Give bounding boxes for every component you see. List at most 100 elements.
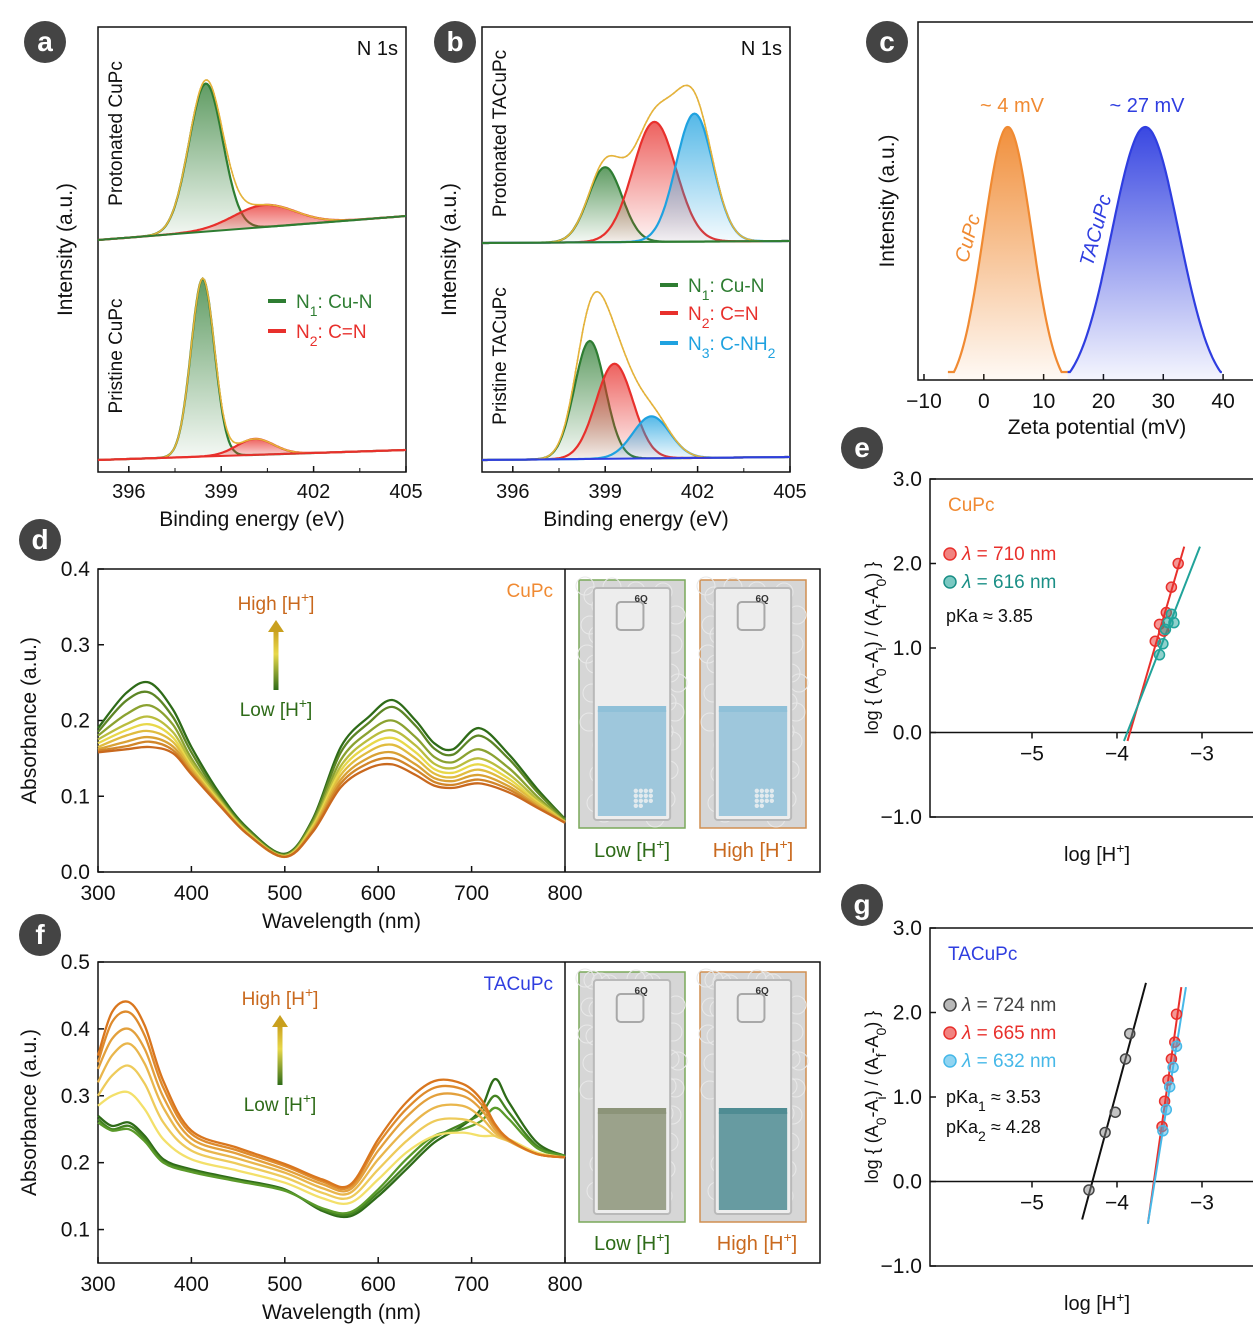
absorbance-curve: [97, 680, 566, 855]
absorbance-curve: [96, 1027, 566, 1193]
baseline: [97, 449, 407, 461]
x-tick-label: −4: [1105, 1192, 1129, 1215]
x-axis-label: log [H+]: [1064, 840, 1130, 866]
absorbance-curve: [97, 740, 566, 859]
x-tick-label: 600: [361, 1273, 396, 1296]
data-point: [1157, 638, 1169, 650]
spectrum-label: N 1s: [357, 38, 398, 60]
panel-label: c: [879, 26, 895, 57]
baseline: [97, 215, 407, 241]
x-axis-label: Wavelength (nm): [262, 910, 421, 933]
x-tick-label: 300: [80, 1273, 115, 1296]
legend-n3: N3: C-NH2: [688, 334, 776, 361]
cuvette-mark: 6Q: [634, 594, 648, 605]
foam-texture: [575, 968, 595, 988]
bubble: [633, 798, 639, 803]
absorbance-curve: [97, 735, 566, 859]
cuvette-cap-detail: [736, 601, 766, 631]
y-tick-label: 0.3: [61, 634, 90, 657]
x-tick-label: 500: [267, 882, 302, 905]
panel-label: e: [854, 432, 870, 463]
panel-label-badge: [841, 427, 883, 469]
x-axis-label: Zeta potential (mV): [1008, 416, 1187, 439]
concentration-arrow-head: [268, 620, 284, 632]
legend-n1: N1: Cu-N: [296, 292, 372, 319]
data-point: [1119, 1053, 1132, 1065]
x-tick-label: 402: [297, 481, 330, 503]
legend-632: λ = 632 nm: [961, 1051, 1056, 1072]
x-tick-label: 20: [1092, 390, 1115, 413]
subplot-name-bottom: Pristine TACuPc: [490, 287, 511, 425]
y-axis-label: log { (A0-Ai) / (Af-A0) }: [862, 1011, 889, 1184]
component-fill: [98, 438, 406, 460]
panel-label-badge: [19, 914, 61, 956]
y-axis-label: Intensity (a.u.): [438, 183, 461, 316]
legend-665: λ = 665 nm: [961, 1023, 1056, 1044]
baseline: [481, 240, 791, 244]
y-tick-label: 0.3: [61, 1085, 90, 1108]
component-fill: [98, 204, 406, 240]
x-tick-label: 800: [547, 1273, 582, 1296]
component-fill: [482, 113, 790, 243]
cuvette-mark: 6Q: [755, 594, 769, 605]
bubble: [754, 793, 760, 798]
x-tick-label: 10: [1032, 390, 1055, 413]
bubble: [633, 793, 639, 798]
bubble: [638, 788, 644, 793]
low-h-label: Low [H+]: [240, 695, 313, 721]
x-tick-label: 399: [205, 481, 238, 503]
x-tick-label: 300: [80, 882, 115, 905]
compound-tag: CuPc: [507, 581, 553, 602]
x-tick-label: −4: [1105, 743, 1129, 766]
y-tick-label: 0.1: [61, 1219, 90, 1242]
legend-710: λ = 710 nm: [961, 544, 1056, 565]
distribution-outline: [947, 125, 1068, 374]
panel-label: b: [446, 26, 463, 57]
y-tick-label: 0.0: [893, 1171, 922, 1194]
concentration-arrow-shaft: [277, 1025, 283, 1085]
bubble: [759, 803, 765, 808]
cuvette-cap-detail: [615, 993, 645, 1023]
legend-724: λ = 724 nm: [961, 995, 1056, 1016]
absorbance-curve: [97, 729, 566, 859]
y-tick-label: 1.0: [893, 1086, 922, 1109]
data-point: [1083, 1184, 1095, 1196]
bubble: [754, 803, 760, 808]
bubble: [643, 798, 649, 803]
data-point: [1170, 1040, 1183, 1053]
data-point: [1160, 1103, 1173, 1116]
fit-line: [1081, 982, 1147, 1220]
subplot-name-bottom: Pristine CuPc: [106, 298, 127, 413]
photo-caption-high: High [H+]: [717, 1229, 797, 1255]
absorbance-curve: [96, 1042, 566, 1196]
x-tick-label: 500: [267, 1273, 302, 1296]
distribution-outline: [1067, 125, 1222, 374]
low-h-label: Low [H+]: [244, 1090, 317, 1116]
x-tick-label: 0: [978, 390, 990, 413]
bubble: [754, 798, 760, 803]
foam-texture: [696, 968, 716, 988]
y-tick-label: 0.0: [893, 722, 922, 745]
x-tick-label: 405: [389, 481, 422, 503]
tacupc-annotation: ~ 27 mV: [1109, 95, 1185, 117]
y-tick-label: 0.4: [61, 558, 91, 581]
cuvette-mark: 6Q: [755, 986, 769, 997]
bubble: [638, 798, 644, 803]
pka2-annotation: pKa2 ≈ 4.28: [946, 1117, 1041, 1144]
y-tick-label: 0.1: [61, 785, 90, 808]
legend-616-marker: [943, 575, 957, 589]
meniscus: [597, 706, 667, 712]
bubble: [633, 803, 639, 808]
panel-label: d: [31, 524, 48, 555]
x-tick-label: 600: [361, 882, 396, 905]
absorbance-curve: [96, 1010, 566, 1191]
absorbance-curve: [97, 745, 566, 859]
y-tick-label: 0.2: [61, 710, 90, 733]
x-axis-label: log [H+]: [1064, 1289, 1130, 1315]
absorbance-curve: [97, 1106, 566, 1215]
x-tick-label: 40: [1211, 390, 1234, 413]
absorbance-curve: [97, 1077, 566, 1219]
y-tick-label: 0.5: [61, 951, 90, 974]
panel-label: g: [853, 889, 870, 920]
x-tick-label: 800: [547, 882, 582, 905]
